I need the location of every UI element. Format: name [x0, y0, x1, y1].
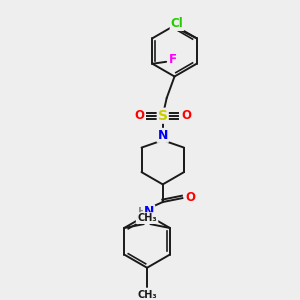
Text: S: S	[158, 109, 168, 123]
Text: CH₃: CH₃	[136, 213, 156, 223]
Text: N: N	[144, 205, 154, 218]
Text: O: O	[181, 109, 191, 122]
Text: N: N	[158, 129, 168, 142]
Text: O: O	[134, 109, 144, 122]
Text: H: H	[138, 207, 146, 217]
Text: F: F	[169, 53, 177, 66]
Text: O: O	[185, 190, 195, 204]
Text: CH₃: CH₃	[138, 213, 158, 223]
Text: CH₃: CH₃	[137, 290, 157, 300]
Text: Cl: Cl	[171, 17, 183, 30]
